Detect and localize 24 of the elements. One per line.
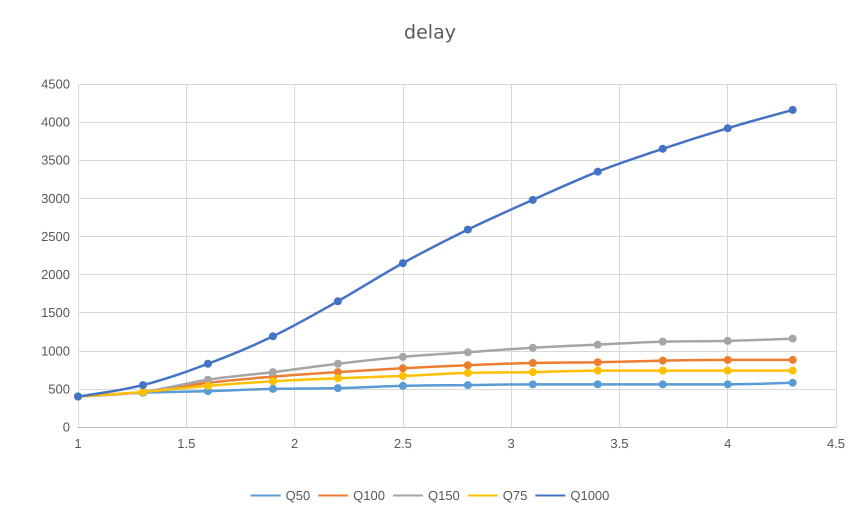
x-tick-label: 1: [74, 436, 82, 451]
y-tick-label: 500: [48, 381, 70, 396]
legend-label: Q100: [353, 488, 385, 503]
y-tick-label: 4500: [41, 76, 70, 92]
y-tick-label: 3500: [41, 152, 70, 168]
legend-label: Q50: [286, 488, 310, 503]
y-tick-label: 1000: [41, 343, 70, 358]
x-tick-label: 4: [724, 436, 732, 451]
x-tick-label: 2.5: [394, 436, 412, 451]
x-tick-label: 1.5: [177, 436, 196, 451]
chart-title: delay: [404, 22, 456, 44]
x-tick-label: 3.5: [610, 436, 628, 451]
legend-label: Q75: [502, 488, 528, 503]
y-tick-label: 2000: [41, 267, 70, 282]
x-tick-label: 4.5: [826, 436, 846, 451]
x-tick-label: 3: [508, 436, 515, 451]
legend-label: Q150: [428, 488, 460, 503]
x-tick-label: 2: [290, 436, 298, 451]
y-tick-label: 0: [62, 420, 70, 434]
y-tick-label: 4000: [41, 114, 70, 130]
y-tick-label: 2500: [41, 228, 70, 244]
y-tick-label: 3000: [41, 190, 70, 206]
y-tick-label: 1500: [41, 305, 70, 320]
legend-label: Q1000: [570, 488, 610, 503]
